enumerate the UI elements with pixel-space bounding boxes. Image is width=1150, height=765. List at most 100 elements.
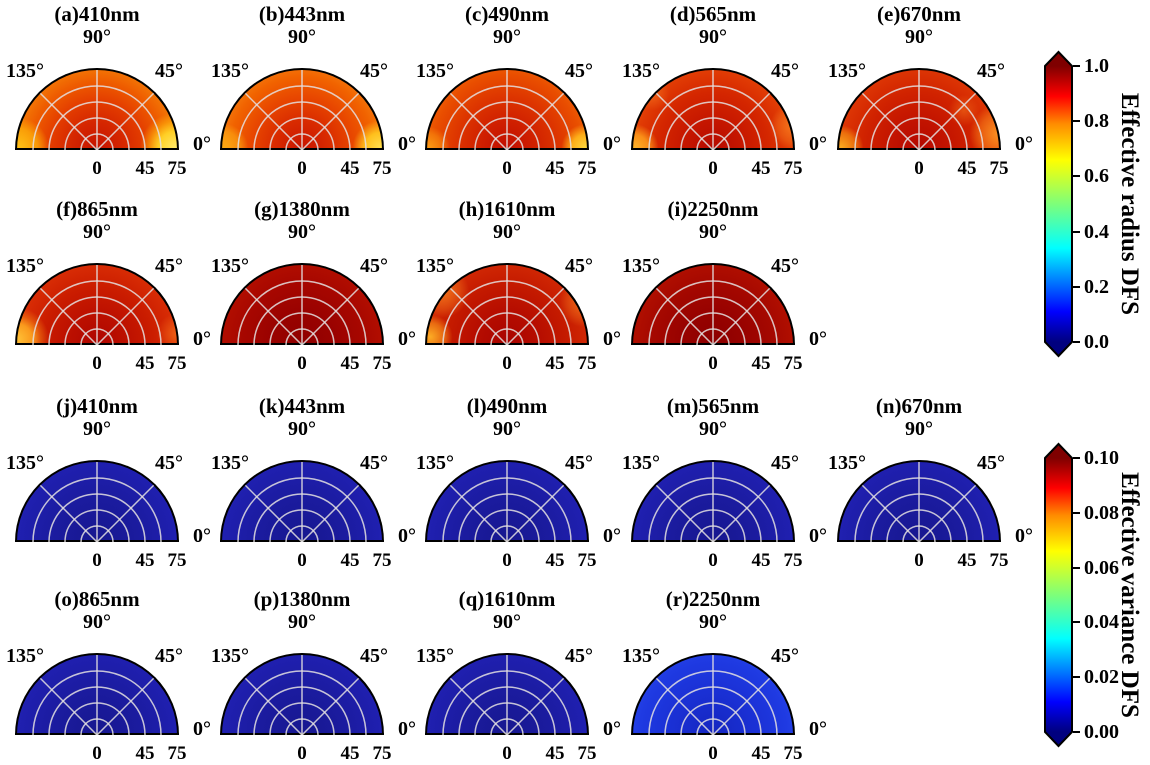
subplot-title: (p)1380nm [253,587,351,611]
theta-label-45: 45° [360,452,388,474]
polar-grid [237,655,367,735]
polar-grid [32,462,162,542]
theta-label-135: 135° [622,60,660,82]
theta-label-0: 0° [398,525,416,547]
r-tick-45: 45 [545,550,565,571]
r-tick-0: 0 [914,158,924,179]
theta-label-135: 135° [622,645,660,667]
subplot-d: (d)565nm 90° 135° 45° 0° 0 45 75 [601,2,827,179]
theta-label-135: 135° [6,645,44,667]
theta-label-135: 135° [416,60,454,82]
theta-label-45: 45° [155,60,183,82]
r-tick-0: 0 [297,158,307,179]
r-tick-0: 0 [708,550,718,571]
polar-grid [237,462,367,542]
theta-label-0: 0° [809,328,827,350]
colorbar-tick-mark [1073,285,1080,288]
polar-grid [648,265,778,345]
theta-label-45: 45° [771,452,799,474]
r-tick-75: 75 [783,353,803,374]
r-tick-0: 0 [708,158,718,179]
subplot-title: (d)565nm [669,2,757,26]
theta-label-135: 135° [211,255,249,277]
r-tick-75: 75 [372,353,392,374]
theta-label-45: 45° [155,255,183,277]
theta-label-0: 0° [603,133,621,155]
subplot-p: (p)1380nm 90° 135° 45° 0° 0 45 75 [190,587,416,764]
r-tick-0: 0 [708,353,718,374]
subplot-title: (h)1610nm [458,197,556,221]
theta-label-45: 45° [565,255,593,277]
theta-label-135: 135° [211,645,249,667]
r-tick-45: 45 [751,158,771,179]
r-tick-75: 75 [167,550,187,571]
theta-label-90: 90° [83,221,111,243]
r-tick-0: 0 [92,743,102,764]
colorbar-tick-label: 0.6 [1084,165,1109,188]
theta-label-90: 90° [905,26,933,48]
polar-grid [237,265,367,345]
theta-label-45: 45° [771,60,799,82]
theta-label-0: 0° [603,525,621,547]
theta-label-0: 0° [809,718,827,740]
subplot-title: (a)410nm [54,2,140,26]
theta-label-0: 0° [193,133,211,155]
theta-label-45: 45° [565,645,593,667]
subplot-j: (j)410nm 90° 135° 45° 0° 0 45 75 [0,394,211,571]
colorbar-tick-label: 0.02 [1084,666,1119,689]
subplot-q: (q)1610nm 90° 135° 45° 0° 0 45 75 [395,588,621,764]
r-tick-45: 45 [957,158,977,179]
polar-grid [32,70,162,150]
colorbar-tick-mark [1073,566,1080,569]
r-tick-75: 75 [372,158,392,179]
subplot-i: (i)2250nm 90° 135° 45° 0° 0 45 75 [601,198,827,374]
theta-label-90: 90° [83,611,111,633]
r-tick-0: 0 [914,550,924,571]
r-tick-45: 45 [957,550,977,571]
theta-label-90: 90° [288,221,316,243]
theta-label-0: 0° [193,718,211,740]
theta-label-45: 45° [155,452,183,474]
colorbar-tick-mark [1073,175,1080,178]
colorbar-title: Effective radius DFS [1116,92,1144,316]
r-tick-75: 75 [783,158,803,179]
subplot-title: (j)410nm [56,394,138,418]
theta-label-45: 45° [565,60,593,82]
r-tick-0: 0 [502,743,512,764]
colorbar-tick-label: 0.8 [1084,110,1109,133]
r-tick-75: 75 [783,550,803,571]
r-tick-45: 45 [751,743,771,764]
r-tick-75: 75 [989,550,1009,571]
theta-label-90: 90° [493,26,521,48]
theta-label-45: 45° [977,452,1005,474]
theta-label-135: 135° [6,60,44,82]
polar-grid [442,265,572,345]
r-tick-0: 0 [297,550,307,571]
theta-label-135: 135° [828,60,866,82]
r-tick-75: 75 [372,743,392,764]
colorbar-gradient [1045,458,1072,732]
subplot-b: (b)443nm 90° 135° 45° 0° 0 45 75 [190,3,416,179]
polar-grid [648,462,778,542]
subplot-title: (l)490nm [466,394,548,418]
theta-label-90: 90° [83,26,111,48]
theta-label-90: 90° [699,221,727,243]
subplot-m: (m)565nm 90° 135° 45° 0° 0 45 75 [601,395,827,571]
subplot-o: (o)865nm 90° 135° 45° 0° 0 45 75 [0,588,211,764]
polar-grid [648,70,778,150]
r-tick-75: 75 [577,550,597,571]
r-tick-75: 75 [989,158,1009,179]
r-tick-45: 45 [751,353,771,374]
theta-label-0: 0° [398,133,416,155]
colorbar-tick-label: 0.10 [1084,447,1119,469]
theta-label-135: 135° [416,255,454,277]
r-tick-0: 0 [297,743,307,764]
theta-label-0: 0° [603,718,621,740]
r-tick-75: 75 [167,353,187,374]
colorbar-tick-label: 0.2 [1084,275,1109,298]
theta-label-45: 45° [977,60,1005,82]
subplot-title: (r)2250nm [665,587,761,611]
subplot-g: (g)1380nm 90° 135° 45° 0° 0 45 75 [190,198,416,374]
subplot-c: (c)490nm 90° 135° 45° 0° 0 45 75 [395,3,621,179]
theta-label-90: 90° [288,26,316,48]
